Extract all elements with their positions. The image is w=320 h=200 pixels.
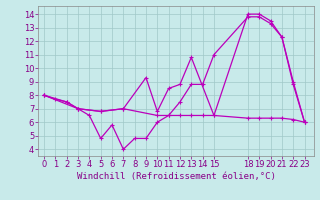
X-axis label: Windchill (Refroidissement éolien,°C): Windchill (Refroidissement éolien,°C) xyxy=(76,172,276,181)
